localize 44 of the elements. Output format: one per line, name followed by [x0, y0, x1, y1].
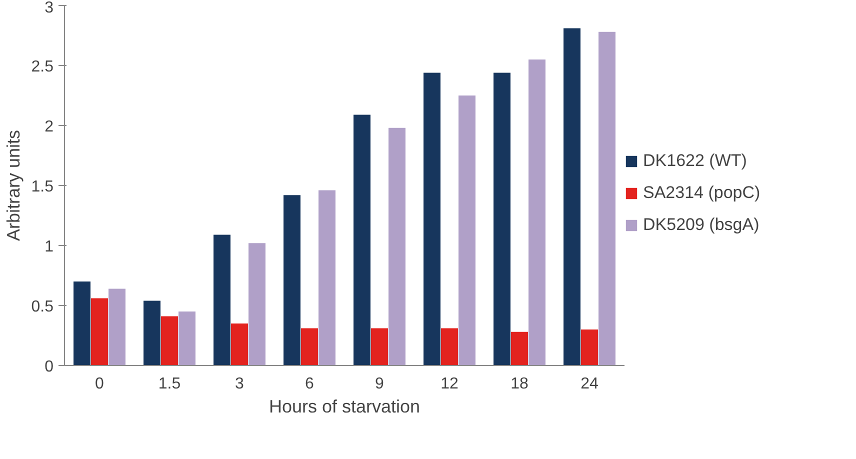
- bar: [494, 72, 510, 366]
- x-tick-label: 6: [305, 376, 314, 392]
- bar: [388, 128, 406, 366]
- y-tick-label: 1.5: [31, 178, 54, 196]
- bar: [91, 298, 108, 366]
- x-tick-label: 0: [95, 376, 104, 392]
- bar: [598, 32, 616, 366]
- bar: [511, 332, 528, 366]
- legend-label: DK1622 (WT): [643, 151, 747, 171]
- bar: [74, 282, 90, 366]
- x-tick-label: 18: [510, 376, 528, 392]
- legend-label: DK5209 (bsgA): [643, 215, 760, 235]
- bar: [318, 190, 336, 366]
- bar: [231, 324, 248, 366]
- bar: [178, 312, 196, 366]
- x-tick-label: 12: [440, 376, 458, 392]
- y-axis-title: Arbitrary units: [3, 130, 24, 242]
- x-tick-label: 24: [580, 376, 598, 392]
- bar: [581, 330, 598, 366]
- bar: [214, 234, 230, 366]
- bar: [284, 195, 300, 366]
- x-tick-label: 9: [375, 376, 384, 392]
- bar: [108, 288, 126, 366]
- x-tick-label: 1.5: [158, 376, 181, 392]
- y-tick-label: 2.5: [31, 58, 54, 76]
- bar: [161, 316, 178, 366]
- bar: [458, 96, 476, 366]
- bar: [354, 114, 370, 366]
- bar: [301, 328, 318, 366]
- bar: [424, 72, 440, 366]
- x-axis-title: Hours of starvation: [268, 396, 420, 416]
- legend-label: SA2314 (popC): [643, 183, 760, 203]
- bar: [248, 243, 266, 366]
- y-tick-label: 0: [44, 358, 54, 376]
- bar: [528, 60, 546, 366]
- bar: [144, 300, 160, 366]
- y-tick-label: 3: [44, 0, 54, 16]
- y-tick-label: 2: [44, 118, 54, 136]
- bar: [564, 28, 580, 366]
- y-tick-label: 1: [44, 238, 54, 256]
- y-tick-label: 0.5: [31, 298, 54, 316]
- x-tick-label: 3: [235, 376, 244, 392]
- bar: [371, 328, 388, 366]
- bar: [441, 328, 458, 366]
